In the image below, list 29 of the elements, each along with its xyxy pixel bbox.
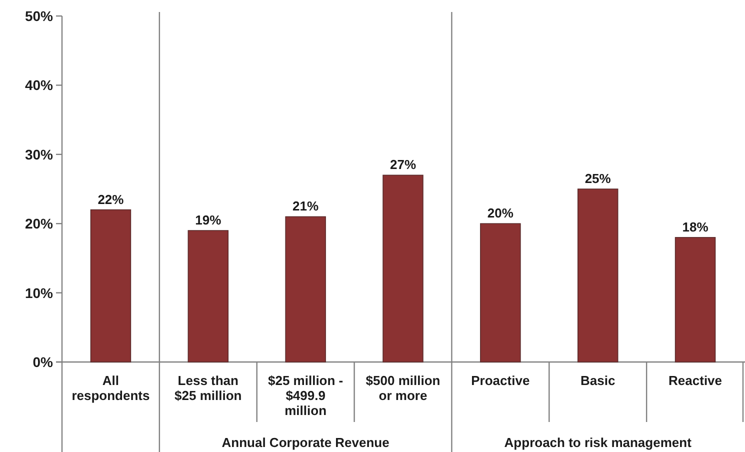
x-tick-label: $500 million or more (366, 373, 440, 403)
bar (285, 216, 326, 362)
data-label: 21% (292, 198, 320, 214)
y-tick-label: 40% (24, 77, 54, 94)
bar (188, 230, 229, 362)
data-label: 20% (487, 206, 514, 221)
bar (674, 237, 716, 362)
text: Annual Corporate Revenue (222, 435, 390, 450)
x-tick-label: Reactive (668, 373, 722, 388)
text: Approach to risk management (504, 435, 692, 450)
y-tick-label: 20% (24, 216, 54, 232)
bar (577, 188, 618, 362)
x-tick-label: Basic (580, 373, 616, 388)
data-label: 25% (584, 171, 612, 186)
bar (480, 223, 521, 362)
data-label: 19% (195, 212, 222, 228)
y-tick-label: 10% (24, 284, 54, 301)
data-label: 18% (682, 219, 709, 234)
x-tick-label: Proactive (471, 373, 530, 388)
bar (90, 209, 132, 362)
y-tick-label: 50% (24, 8, 54, 24)
data-label: 22% (98, 192, 124, 207)
x-tick-label: All respondents (72, 373, 150, 403)
bar (382, 174, 424, 362)
x-tick-label: $25 million - $499.9 million (268, 373, 344, 418)
y-tick-label: 0% (32, 354, 54, 370)
x-tick-label: Less than $25 million (174, 373, 242, 403)
y-tick-label: 30% (24, 146, 54, 162)
data-label: 27% (390, 157, 416, 172)
